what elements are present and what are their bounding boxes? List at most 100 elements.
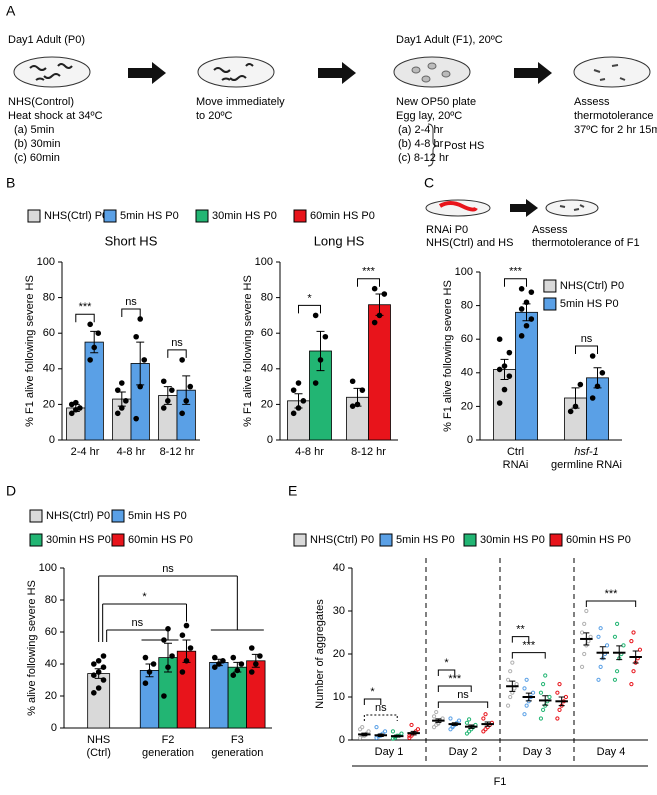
y-axis-label: % F1 alive following severe HS [442,280,454,432]
data-point [295,380,302,386]
significance-bracket [363,698,382,705]
panel-label: D [6,483,16,499]
data-point [496,400,503,406]
y-tick-label: 100 [39,562,57,574]
data-point [524,703,529,708]
data-point [596,634,601,639]
significance-bracket [437,669,456,677]
data-point [165,398,171,404]
error-bar [468,724,475,729]
significance-label: *** [509,266,523,278]
data-point [518,333,525,339]
data-point [91,344,97,351]
data-point [114,387,121,393]
data-point [631,630,636,635]
significance-bracket [511,652,546,659]
significance-label: * [444,657,449,669]
y-axis-label: Number of aggregates [314,599,326,709]
data-point [505,703,511,708]
legend-label: 5min HS P0 [396,534,455,546]
y-tick-label: 80 [43,292,55,304]
error-bar [484,721,491,727]
data-point [483,727,488,732]
data-point [91,690,97,696]
x-tick-label: F3 [231,734,244,746]
significance-label: *** [448,673,462,685]
data-point [91,661,97,667]
significance-bracket [437,685,472,693]
data-point [290,410,297,417]
data-point [179,669,186,675]
data-point [390,729,396,734]
data-point [514,682,519,687]
data-point [141,357,148,363]
data-point [481,716,486,721]
data-point [349,403,356,409]
data-point [464,731,470,736]
y-tick-label: 20 [461,400,473,412]
step-text: (b) 4-8 hr [398,138,444,150]
legend-label: NHS(Ctrl) P0 [560,280,624,292]
error-bar [616,645,623,661]
data-point [211,654,218,661]
significance-bracket [511,636,530,643]
y-tick-label: 0 [51,722,57,734]
data-point [100,664,107,670]
data-point [572,403,579,410]
step-text: (a) 2-4 hr [398,124,444,136]
legend-swatch [293,209,307,223]
data-point [165,664,171,670]
data-point [142,654,149,661]
legend-label: 5min HS P0 [120,210,179,222]
step-text: (c) 60min [14,152,60,164]
bar [209,662,229,729]
data-point [312,312,319,319]
data-point [466,729,472,734]
y-tick-label: 100 [455,266,473,278]
data-point [360,725,365,730]
data-point [598,626,603,631]
data-point [612,677,618,682]
panel-label: E [288,483,297,499]
data-point [234,667,241,674]
data-point [220,658,226,664]
data-point [183,658,190,664]
data-point [295,405,302,411]
data-point [563,694,569,700]
data-point [238,661,245,667]
error-bar [500,358,509,381]
data-point [523,322,530,329]
step-text: RNAi P0 [426,224,468,236]
data-point [518,306,525,312]
data-point [589,395,596,401]
data-point [586,639,591,644]
data-point [440,716,445,721]
data-point [518,286,525,292]
y-tick-label: 0 [467,434,473,446]
data-point [496,366,503,373]
significance-label: * [142,591,147,603]
error-bar [377,733,384,738]
bar [493,369,516,441]
data-point [522,712,527,717]
legend-label: NHS(Ctrl) P0 [46,510,110,522]
data-point [501,363,508,369]
x-tick-label: 8-12 hr [160,446,195,458]
step-text: Post HS [444,140,484,152]
legend-swatch [549,533,563,547]
data-point [415,727,421,732]
data-point [464,720,470,725]
data-point [91,672,97,678]
error-bar [542,695,549,706]
data-point [483,712,488,717]
significance-label: *** [79,301,93,313]
significance-label: * [370,686,375,698]
significance-label: ns [162,563,174,575]
data-point [179,632,186,638]
data-point [179,410,185,417]
data-point [73,399,79,406]
data-point [399,731,404,736]
y-tick-label: 60 [45,626,57,638]
significance-label: ns [171,337,183,349]
